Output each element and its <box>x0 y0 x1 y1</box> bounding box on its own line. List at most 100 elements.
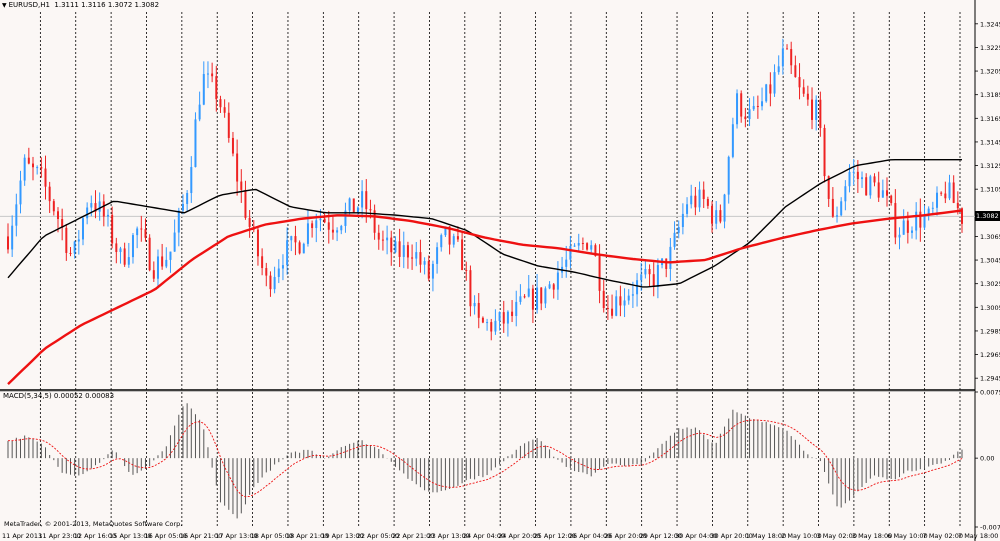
candle-body <box>673 232 676 247</box>
macd-header: MACD(5,34,5) 0.00052 0.00083 <box>3 392 115 400</box>
candle-body <box>19 180 22 205</box>
candle-body <box>652 274 655 287</box>
candle-body <box>119 248 122 253</box>
candle-body <box>411 257 414 259</box>
candle-body <box>686 204 689 214</box>
candle-body <box>515 301 518 317</box>
candle-body <box>115 243 118 253</box>
candle-body <box>581 243 584 245</box>
candle-body <box>861 177 864 180</box>
candle-body <box>727 156 730 195</box>
candle-body <box>127 257 130 265</box>
candle-body <box>23 157 26 181</box>
candle-body <box>690 195 693 205</box>
candle-body <box>319 218 322 221</box>
candle-body <box>531 288 534 310</box>
candle-body <box>590 245 593 250</box>
candle-body <box>906 220 909 233</box>
y-tick-label: 1.3245 <box>980 20 1000 28</box>
candle-body <box>44 168 47 187</box>
candle-body <box>506 311 509 324</box>
x-tick-label: 12 Apr 16:00 <box>74 532 116 540</box>
candle-body <box>911 230 914 233</box>
candle-body <box>811 99 814 120</box>
candle-body <box>236 153 239 182</box>
candle-body <box>431 263 434 279</box>
candle-body <box>156 256 159 279</box>
candle-body <box>373 210 376 233</box>
y-tick-label: 1.3025 <box>980 280 1000 288</box>
candle-body <box>681 213 684 227</box>
candle-body <box>631 294 634 296</box>
candle-body <box>519 296 522 302</box>
x-tick-label: 1 May 18:00 <box>746 532 786 540</box>
y-tick-label: 1.2985 <box>980 327 1000 335</box>
candle-body <box>381 239 384 241</box>
candle-body <box>436 247 439 264</box>
candle-body <box>15 204 18 226</box>
current-price-tag: 1.3082 <box>975 211 1000 221</box>
candle-body <box>627 295 630 301</box>
candle-body <box>123 248 126 265</box>
candle-body <box>798 77 801 88</box>
candle-body <box>548 284 551 289</box>
x-tick-label: 19 Apr 13:00 <box>321 532 363 540</box>
candle-body <box>481 317 484 323</box>
candle-body <box>136 228 139 236</box>
candle-body <box>594 245 597 257</box>
candle-body <box>452 236 455 245</box>
y-tick-label: 1.3205 <box>980 68 1000 76</box>
x-tick-label: 24 Apr 20:00 <box>498 532 540 540</box>
candle-body <box>956 202 959 209</box>
candle-body <box>915 211 918 231</box>
candle-body <box>11 225 14 250</box>
candle-body <box>377 232 380 240</box>
candle-body <box>419 252 422 265</box>
candle-body <box>852 171 855 173</box>
candle-body <box>173 232 176 252</box>
candle-body <box>290 236 293 241</box>
x-tick-label: 29 Apr 12:00 <box>640 532 682 540</box>
y-tick-label: 1.3145 <box>980 138 1000 146</box>
candle-body <box>756 105 759 107</box>
candle-body <box>36 167 39 169</box>
candle-body <box>919 211 922 228</box>
candle-body <box>169 251 172 260</box>
candle-body <box>702 189 705 200</box>
x-tick-label: 11 Apr 2013 <box>2 532 42 540</box>
candle-body <box>640 274 643 281</box>
x-tick-label: 7 May 02:00 <box>923 532 963 540</box>
candle-body <box>856 171 859 180</box>
x-tick-label: 26 Apr 04:00 <box>569 532 611 540</box>
candle-body <box>715 210 718 224</box>
candle-body <box>415 252 418 259</box>
y-tick-label: 1.3045 <box>980 257 1000 265</box>
x-tick-label: 3 May 18:00 <box>852 532 892 540</box>
candle-body <box>273 276 276 290</box>
candle-body <box>369 209 372 211</box>
candle-body <box>648 268 651 275</box>
candle-body <box>773 72 776 94</box>
candle-body <box>81 218 84 240</box>
candle-body <box>7 236 9 250</box>
symbol-label: EURUSD,H1 <box>8 1 50 9</box>
candle-body <box>761 101 764 107</box>
candle-body <box>394 241 397 253</box>
candle-body <box>248 217 251 227</box>
candle-body <box>865 177 868 196</box>
dropdown-triangle-icon[interactable]: ▼ <box>2 2 7 9</box>
candle-body <box>677 226 680 233</box>
candle-body <box>240 181 243 190</box>
candle-body <box>161 256 164 267</box>
candle-body <box>65 227 68 253</box>
candle-body <box>111 214 114 244</box>
candle-body <box>231 137 234 154</box>
candle-body <box>936 192 939 208</box>
candle-body <box>402 245 405 257</box>
candle-body <box>615 296 618 316</box>
candle-body <box>740 93 743 117</box>
x-tick-label: 30 Apr 20:00 <box>710 532 752 540</box>
candle-body <box>286 240 289 266</box>
x-tick-label: 18 Apr 21:00 <box>286 532 328 540</box>
